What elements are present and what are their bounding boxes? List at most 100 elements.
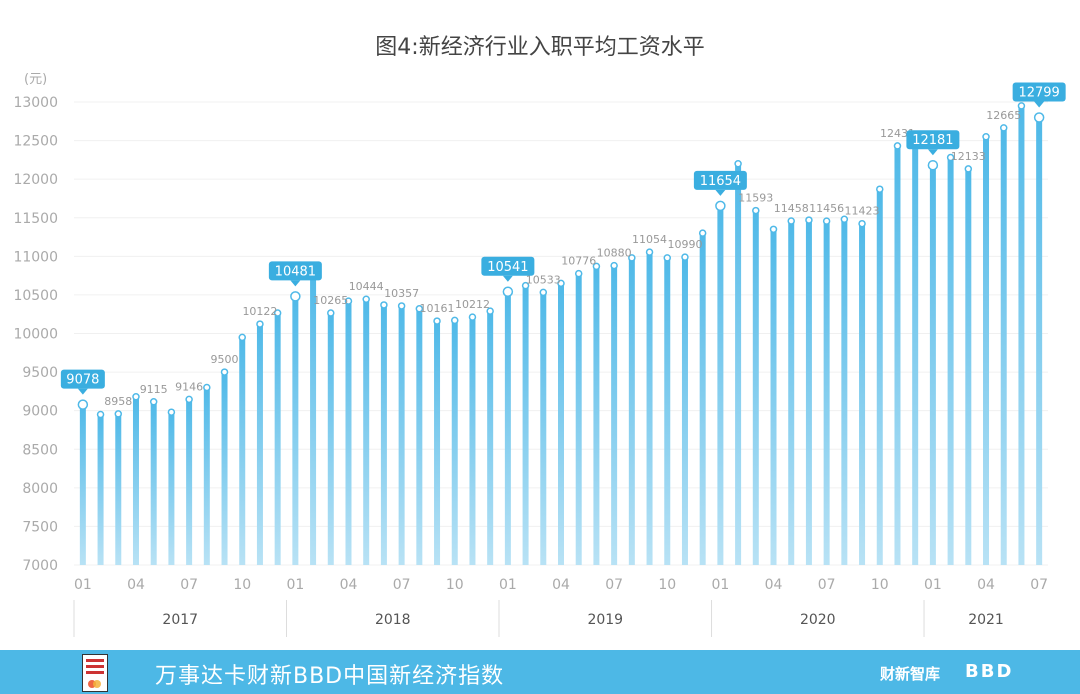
bar [504, 291, 511, 565]
year-label: 2018 [375, 612, 411, 628]
bar [894, 145, 901, 565]
bar [363, 299, 370, 565]
bar-point [96, 410, 105, 419]
value-label: 12431 [880, 127, 915, 140]
bar [965, 168, 972, 565]
x-month-label: 07 [1030, 577, 1048, 593]
x-month-label: 10 [233, 577, 251, 593]
bar [451, 320, 458, 565]
bar-point [433, 317, 441, 325]
bar-point [628, 254, 636, 262]
bar-point [893, 142, 902, 150]
x-month-label: 04 [977, 577, 995, 593]
bar [699, 233, 706, 565]
value-label: 9146 [175, 380, 203, 393]
y-tick-label: 12000 [13, 172, 58, 188]
bar [469, 317, 476, 565]
bar-point [876, 185, 884, 193]
value-label: 10122 [242, 305, 277, 318]
bar-point [132, 393, 140, 401]
bar [115, 413, 122, 565]
bar [522, 285, 529, 565]
bar [876, 189, 883, 565]
bar-point [787, 217, 795, 225]
bar [752, 210, 759, 566]
bar [274, 313, 281, 565]
y-tick-label: 8000 [22, 481, 58, 497]
value-label: 10776 [561, 255, 596, 268]
caixin-insight-logo: 财新智库 [880, 665, 941, 683]
bar-point [557, 279, 565, 288]
footer-title: 万事达卡财新BBD中国新经济指数 [155, 664, 505, 689]
y-tick-label: 7000 [22, 558, 58, 574]
y-tick-label: 11000 [13, 249, 58, 265]
x-month-label: 01 [499, 577, 517, 593]
bar-point [539, 288, 548, 297]
year-label: 2017 [162, 612, 198, 628]
bar [168, 412, 175, 565]
bar [681, 257, 688, 565]
callout-box [481, 256, 535, 276]
bar-point [752, 206, 760, 215]
callout-pointer [502, 275, 513, 282]
bar-point [1033, 112, 1045, 123]
value-label: 10880 [597, 247, 632, 260]
bar-point [290, 291, 301, 302]
bar-point [450, 316, 459, 325]
bar-point [663, 254, 672, 262]
bar [345, 301, 352, 565]
bar-point [220, 368, 229, 376]
bar [256, 324, 263, 565]
value-label: 11054 [632, 233, 667, 246]
bar [1036, 117, 1043, 565]
bar [487, 311, 494, 565]
bar-point [610, 261, 618, 270]
bar [929, 165, 936, 565]
callout-pointer [715, 189, 726, 196]
bar-point [397, 302, 406, 310]
y-tick-label: 8500 [22, 442, 58, 458]
x-month-label: 01 [711, 577, 729, 593]
x-month-label: 01 [74, 577, 92, 593]
bar-point [468, 313, 477, 321]
bar [593, 266, 600, 565]
bar-point [238, 333, 246, 342]
year-label: 2019 [587, 612, 623, 628]
bar [1000, 127, 1007, 565]
value-label: 10533 [526, 273, 561, 286]
bar-point [273, 309, 282, 317]
bar-point [574, 269, 583, 278]
bar-point [946, 153, 955, 162]
callout-pointer [290, 280, 301, 287]
bar-point [698, 229, 707, 237]
callout-box [906, 130, 960, 150]
callout-box [693, 170, 747, 190]
footer-banner: 万事达卡财新BBD中国新经济指数 财新智库 BBD [0, 650, 1080, 694]
value-label: 11456 [809, 202, 844, 215]
value-label: 8958 [104, 395, 132, 408]
bar-point [592, 262, 601, 271]
bar-point [502, 286, 514, 298]
bar-point [999, 124, 1008, 132]
y-tick-label: 10500 [13, 288, 58, 304]
bar-point [114, 410, 123, 418]
bar-point [185, 395, 193, 404]
value-label: 12133 [951, 150, 986, 163]
bar [221, 372, 228, 565]
y-tick-label: 13000 [13, 95, 58, 111]
y-tick-label: 12500 [13, 134, 58, 150]
bar [664, 257, 671, 565]
x-month-label: 01 [286, 577, 304, 593]
bar [646, 252, 653, 566]
bar-point [521, 281, 530, 290]
y-tick-label: 11500 [13, 211, 58, 227]
value-label: 11423 [845, 205, 880, 218]
bar-point [344, 297, 353, 305]
bar [823, 221, 830, 566]
bar-point [149, 398, 158, 406]
nei-logo-icon [82, 654, 108, 692]
x-axis-month-labels: 01 04 07 10 01 04 07 10 01 04 07 10 01 04 07 10 01 04 07 [74, 577, 1048, 593]
callout-label: 12181 [912, 133, 953, 148]
bar [380, 304, 387, 565]
value-label: 12665 [986, 109, 1021, 122]
